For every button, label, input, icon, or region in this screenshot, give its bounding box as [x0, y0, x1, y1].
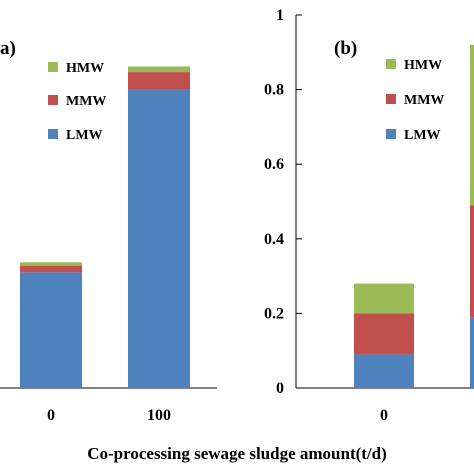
bar-mmw-100 — [470, 205, 474, 318]
bar-lmw-0 — [20, 272, 82, 388]
bar-mmw-100 — [128, 72, 190, 90]
legend-label-lmw: LMW — [66, 128, 103, 143]
bar-mmw-0 — [354, 313, 414, 355]
y-tick-label: 0 — [276, 380, 284, 397]
bar-hmw-100 — [470, 44, 474, 206]
legend-swatch-lmw — [48, 129, 58, 139]
y-tick-label: 0.6 — [264, 156, 284, 173]
bar-lmw-0 — [354, 354, 414, 388]
legend-swatch-lmw — [386, 129, 396, 139]
x-tick-label: 0 — [47, 407, 55, 424]
panel-a-label: a) — [0, 38, 16, 59]
legend-swatch-hmw — [386, 59, 396, 69]
x-tick-label: 100 — [147, 407, 171, 424]
panel-a-legend: HMW MMW LMW — [48, 61, 106, 143]
bar-hmw-0 — [354, 283, 414, 314]
panel-b-label: (b) — [334, 38, 357, 59]
y-tick-label: 1 — [276, 7, 284, 24]
y-tick-label: 0.2 — [264, 305, 284, 322]
panel-a: a) HMW MMW LMW 0 100 — [0, 38, 217, 424]
panel-b-y-ticks: 0 0.2 0.4 0.6 0.8 1 — [264, 7, 302, 397]
x-tick-label: 0 — [380, 407, 388, 424]
panel-b-bars — [354, 44, 474, 388]
y-tick-label: 0.8 — [264, 82, 284, 99]
bar-lmw-100 — [128, 89, 190, 388]
bar-hmw-0 — [20, 262, 82, 266]
legend-swatch-mmw — [386, 94, 396, 104]
legend-swatch-mmw — [48, 95, 58, 105]
legend-label-hmw: HMW — [404, 58, 442, 73]
legend-label-lmw: LMW — [404, 128, 441, 143]
bar-mmw-0 — [20, 265, 82, 273]
x-axis-label: Co-processing sewage sludge amount(t/d) — [87, 444, 387, 463]
bar-hmw-100 — [128, 66, 190, 73]
panel-b-legend: HMW MMW LMW — [386, 58, 444, 143]
panel-a-bars — [20, 66, 190, 388]
legend-label-mmw: MMW — [404, 93, 444, 108]
y-tick-label: 0.4 — [264, 231, 284, 248]
legend-swatch-hmw — [48, 62, 58, 72]
panel-a-x-tick-labels: 0 100 — [47, 407, 171, 424]
bar-lmw-100 — [470, 317, 474, 388]
legend-label-mmw: MMW — [66, 94, 106, 109]
legend-label-hmw: HMW — [66, 61, 104, 76]
